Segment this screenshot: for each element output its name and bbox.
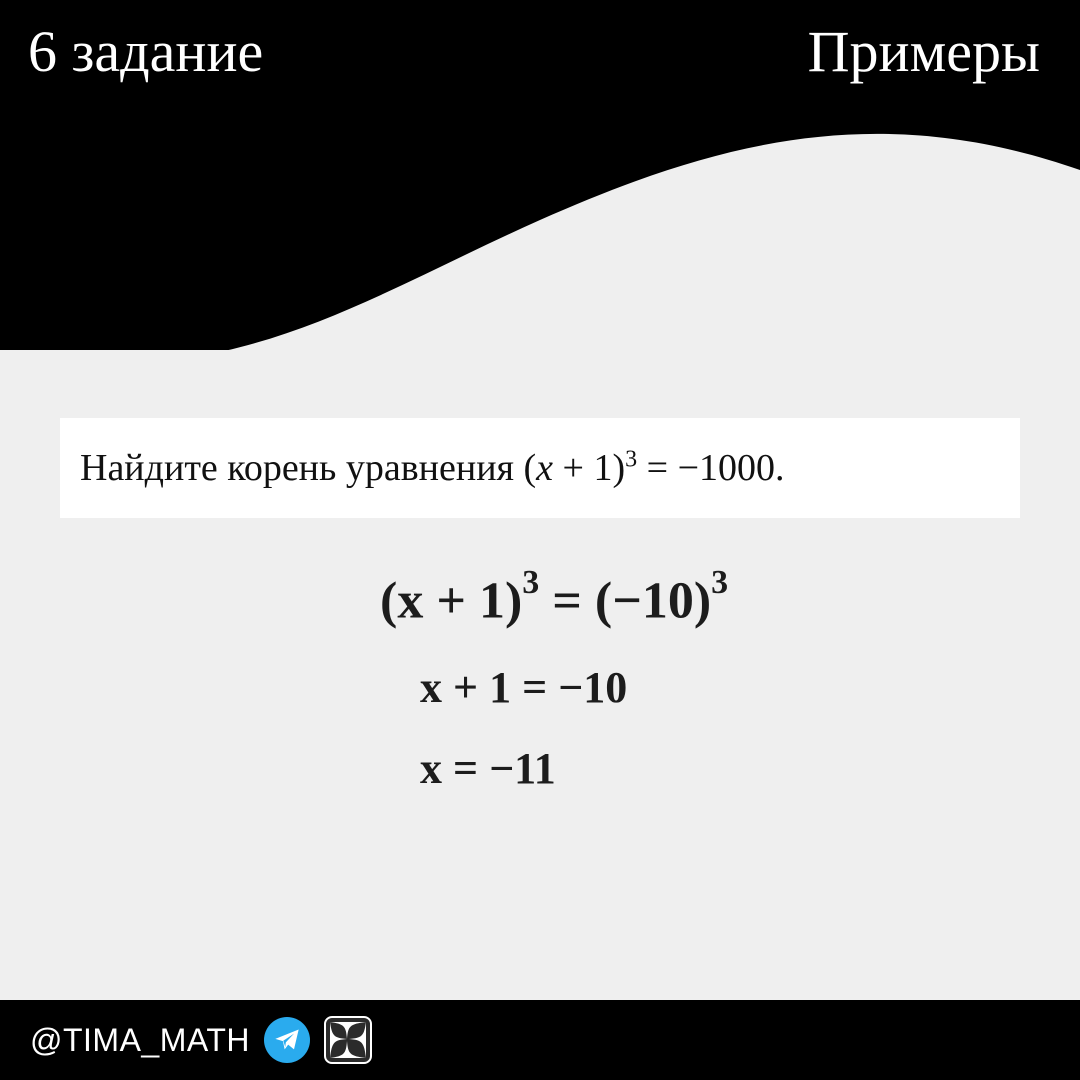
problem-text: Найдите корень уравнения (x + 1)3 = −100… <box>80 446 785 490</box>
header-title-right: Примеры <box>808 18 1040 85</box>
telegram-icon[interactable] <box>264 1017 310 1063</box>
problem-prefix: Найдите корень уравнения <box>80 447 524 489</box>
zen-icon[interactable] <box>324 1016 372 1064</box>
solution-line-1: (x + 1)3 = (−10)3 <box>380 570 728 630</box>
header-title-left: 6 задание <box>28 18 263 85</box>
solution-line-2: x + 1 = −10 <box>420 662 728 713</box>
solution-handwriting: (x + 1)3 = (−10)3 x + 1 = −10 x = −11 <box>380 570 728 794</box>
footer-bar: @TIMA_MATH <box>0 1000 1080 1080</box>
problem-expression: (x + 1)3 = −1000. <box>524 447 785 489</box>
solution-line-3: x = −11 <box>420 743 728 794</box>
footer-handle[interactable]: @TIMA_MATH <box>30 1022 250 1059</box>
problem-box: Найдите корень уравнения (x + 1)3 = −100… <box>60 418 1020 518</box>
